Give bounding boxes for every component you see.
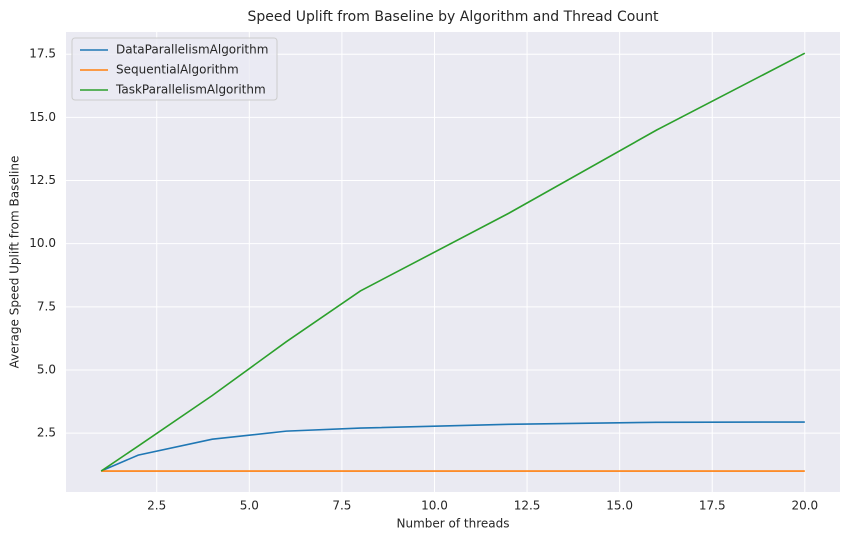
x-tick-label: 7.5 — [332, 499, 351, 513]
legend-label: DataParallelismAlgorithm — [116, 43, 268, 57]
x-axis-label: Number of threads — [397, 517, 510, 531]
chart-title: Speed Uplift from Baseline by Algorithm … — [247, 9, 659, 25]
legend-label: SequentialAlgorithm — [116, 63, 239, 77]
x-tick-label: 2.5 — [147, 499, 166, 513]
x-tick-label: 12.5 — [514, 499, 541, 513]
y-axis-label: Average Speed Uplift from Baseline — [8, 156, 22, 369]
line — [100, 52, 806, 472]
line — [100, 421, 805, 472]
y-tick-label: 15.0 — [29, 110, 56, 124]
x-tick-label: 15.0 — [606, 499, 633, 513]
legend-label: TaskParallelismAlgorithm — [115, 83, 266, 97]
y-tick-label: 5.0 — [37, 362, 56, 376]
y-tick-label: 10.0 — [29, 236, 56, 250]
y-tick-label: 17.5 — [29, 47, 56, 61]
y-tick-label: 12.5 — [29, 173, 56, 187]
y-tick-label: 7.5 — [37, 299, 56, 313]
x-tick-label: 5.0 — [240, 499, 259, 513]
x-tick-label: 10.0 — [421, 499, 448, 513]
x-tick-label: 20.0 — [791, 499, 818, 513]
y-tick-label: 2.5 — [37, 426, 56, 440]
legend-box — [71, 37, 278, 101]
plot-area — [66, 32, 840, 492]
x-tick-label: 17.5 — [699, 499, 726, 513]
